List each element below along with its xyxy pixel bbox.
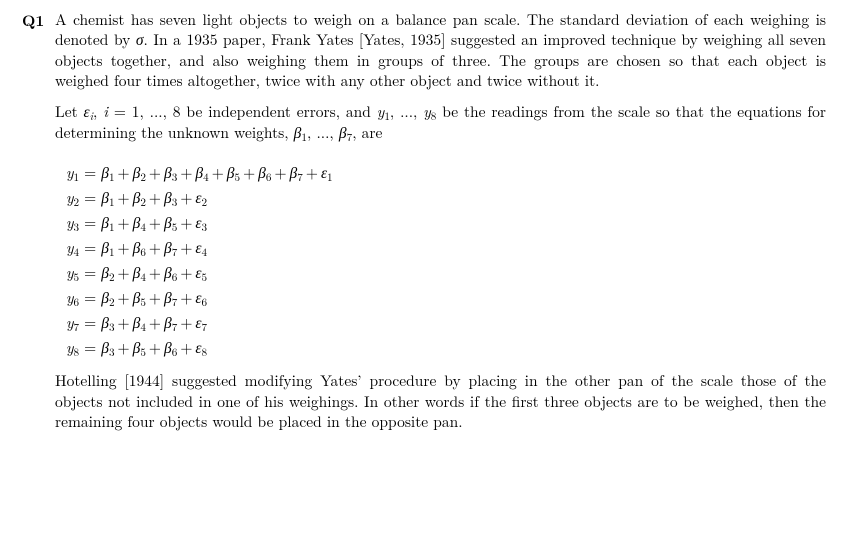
equation-line: y1=β1+β2+β3+β4+β5+β6+β7+ε1	[66, 161, 826, 186]
dots1: , ...,	[390, 101, 423, 122]
sigma-symbol: σ	[136, 29, 144, 50]
equation-line: y2=β1+β2+β3+ε2	[66, 186, 826, 211]
equation-line: y7=β3+β4+β7+ε7	[66, 311, 826, 336]
question-body: A chemist has seven light objects to wei…	[55, 10, 826, 155]
p2-a: Let	[55, 101, 83, 122]
equation-line: y4=β1+β6+β7+ε4	[66, 236, 826, 261]
para1-mid: . In a 1935 paper, Frank Yates [Yates, 1…	[55, 29, 826, 91]
eps-i: εi	[83, 101, 93, 122]
question-row: Q1 A chemist has seven light objects to …	[22, 10, 826, 155]
p2-b: ,	[93, 101, 103, 122]
eqsym: = 1, ..., 8	[108, 101, 181, 122]
p2-c: be independent errors, and	[181, 101, 377, 122]
question-label: Q1	[22, 10, 55, 30]
equation-line: y6=β2+β5+β7+ε6	[66, 286, 826, 311]
beta7: β	[339, 122, 347, 143]
paragraph-2: Let εi, i = 1, ..., 8 be independent err…	[55, 102, 826, 145]
page: Q1 A chemist has seven light objects to …	[0, 0, 848, 453]
paragraph-3: Hotelling [1944] suggested modifying Yat…	[55, 371, 826, 432]
paragraph-1: A chemist has seven light objects to wei…	[55, 10, 826, 92]
equation-block: y1=β1+β2+β3+β4+β5+β6+β7+ε1y2=β1+β2+β3+ε2…	[66, 161, 826, 362]
equation-line: y8=β3+β5+β6+ε8	[66, 336, 826, 361]
equation-line: y3=β1+β4+β5+ε3	[66, 211, 826, 236]
y8: y	[423, 101, 431, 122]
p2-e: , are	[352, 122, 382, 143]
dots2: , ...,	[307, 122, 339, 143]
equation-line: y5=β2+β4+β6+ε5	[66, 261, 826, 286]
